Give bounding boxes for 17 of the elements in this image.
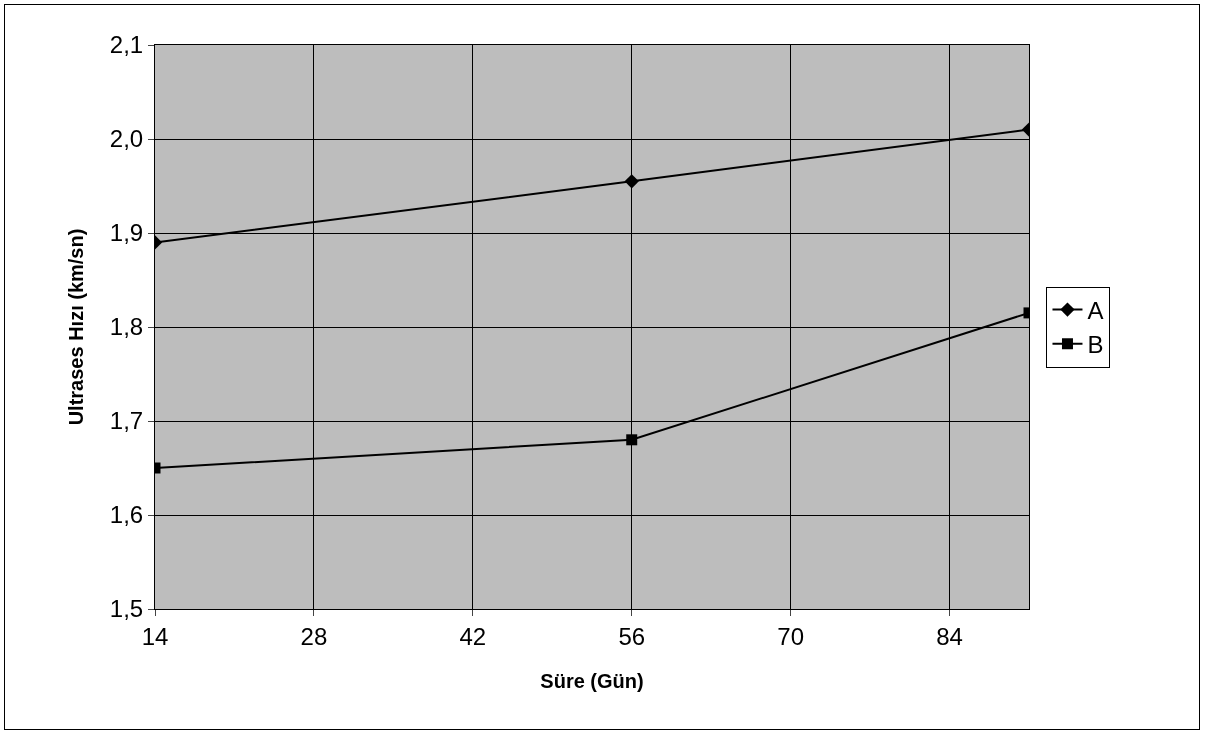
x-axis-title: Süre (Gün) [540, 670, 644, 693]
x-tick-label: 14 [141, 622, 169, 650]
legend-label: B [1087, 331, 1104, 359]
legend-label: A [1087, 296, 1104, 324]
y-tick-label: 1,7 [109, 407, 144, 435]
y-tick-label: 1,9 [109, 219, 144, 247]
y-tick-label: 2,0 [109, 125, 144, 153]
x-tick-label: 56 [618, 622, 646, 650]
x-tick-label: 28 [300, 622, 328, 650]
y-tick-label: 1,6 [109, 501, 144, 529]
y-axis-title: Ultrases Hızı (km/sn) [65, 228, 88, 426]
x-tick-label: 84 [936, 622, 963, 650]
y-tick-label: 2,1 [109, 31, 144, 59]
y-tick-label: 1,5 [109, 595, 144, 623]
y-tick-label: 1,8 [109, 313, 144, 341]
x-tick-label: 70 [777, 622, 804, 650]
x-tick-label: 42 [459, 622, 487, 650]
